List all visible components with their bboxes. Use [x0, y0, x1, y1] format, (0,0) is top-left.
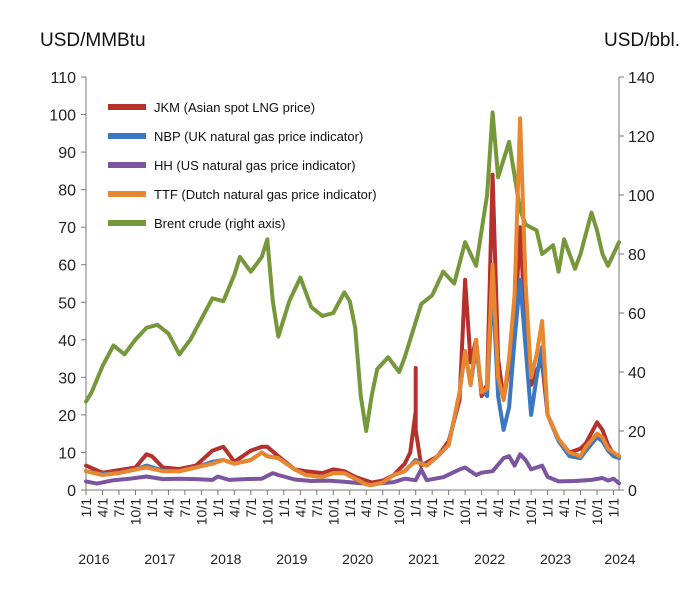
right-axis-unit-label: USD/bbl.	[603, 30, 680, 51]
right-tick-label: 60	[628, 306, 646, 323]
x-tick-label: 1/1	[276, 498, 292, 518]
x-tick-label: 1/1	[540, 498, 556, 518]
x-tick-label: 4/1	[556, 498, 572, 518]
chart-legend: JKM (Asian spot LNG price) NBP (UK natura…	[108, 100, 377, 231]
year-label: 2020	[342, 551, 373, 567]
x-tick-label: 10/1	[193, 498, 209, 525]
x-tick-label: 10/1	[391, 498, 407, 525]
year-label: 2019	[276, 551, 307, 567]
right-tick-label: 0	[628, 483, 637, 500]
legend-label: JKM (Asian spot LNG price)	[154, 100, 315, 115]
x-tick-label: 4/1	[490, 498, 506, 518]
left-axis-unit-label: USD/MMBtu	[40, 30, 146, 51]
year-label: 2024	[604, 551, 635, 567]
left-tick-label: 60	[58, 258, 76, 275]
chart-series	[84, 110, 621, 488]
right-tick-label: 20	[628, 424, 646, 441]
x-tick-label: 4/1	[94, 498, 110, 518]
x-tick-label: 4/1	[160, 498, 176, 518]
x-tick-label: 1/1	[210, 498, 226, 518]
left-tick-label: 90	[58, 145, 76, 162]
series-line-2	[84, 452, 621, 486]
x-tick-label: 10/1	[589, 498, 605, 525]
x-tick-label: 10/1	[127, 498, 143, 525]
chart-axes: 0 10 20 30 40 50 60 70 80 90 100 110 0 20 40 60 80 100 120…	[49, 70, 655, 567]
x-tick-label: 1/1	[474, 498, 490, 518]
year-label: 2018	[210, 551, 241, 567]
x-tick-label: 10/1	[325, 498, 341, 525]
x-tick-label: 7/1	[309, 498, 325, 518]
legend-label: TTF (Dutch natural gas price indicator)	[154, 187, 377, 202]
series-line-3	[84, 116, 621, 488]
x-tick-label: 4/1	[226, 498, 242, 518]
x-tick-label: 7/1	[177, 498, 193, 518]
left-tick-label: 0	[67, 483, 76, 500]
right-tick-label: 120	[628, 129, 655, 146]
left-tick-label: 100	[49, 108, 76, 125]
legend-label: NBP (UK natural gas price indicator)	[154, 129, 363, 144]
right-tick-label: 40	[628, 365, 646, 382]
left-tick-label: 50	[58, 295, 76, 312]
legend-label: HH (US natural gas price indicator)	[154, 158, 356, 173]
x-tick-label: 7/1	[507, 498, 523, 518]
x-tick-label: 7/1	[441, 498, 457, 518]
x-tick-label: 4/1	[424, 498, 440, 518]
x-tick-label: 1/1	[144, 498, 160, 518]
left-tick-label: 30	[58, 370, 76, 387]
x-tick-label: 10/1	[259, 498, 275, 525]
year-label: 2022	[474, 551, 505, 567]
series-line-4	[84, 110, 621, 433]
x-tick-label: 4/1	[358, 498, 374, 518]
x-tick-label: 7/1	[375, 498, 391, 518]
left-tick-label: 80	[58, 183, 76, 200]
left-tick-label: 110	[50, 70, 76, 87]
year-label: 2017	[144, 551, 175, 567]
right-tick-label: 100	[628, 188, 655, 205]
x-tick-label: 10/1	[457, 498, 473, 525]
left-tick-label: 20	[58, 408, 76, 425]
x-tick-label: 1/1	[342, 498, 358, 518]
x-tick-label: 10/1	[523, 498, 539, 525]
x-tick-label: 1/1	[606, 498, 622, 518]
x-tick-label: 7/1	[573, 498, 589, 518]
x-tick-label: 4/1	[292, 498, 308, 518]
x-tick-label: 7/1	[243, 498, 259, 518]
x-tick-label: 1/1	[408, 498, 424, 518]
year-label: 2016	[78, 551, 109, 567]
right-tick-label: 80	[628, 247, 646, 264]
year-label: 2023	[540, 551, 571, 567]
right-tick-label: 140	[628, 70, 655, 87]
left-tick-label: 10	[58, 445, 76, 462]
left-tick-label: 40	[58, 333, 76, 350]
x-tick-label: 1/1	[78, 498, 94, 518]
left-tick-label: 70	[58, 220, 76, 237]
x-tick-label: 7/1	[111, 498, 127, 518]
year-label: 2021	[408, 551, 439, 567]
legend-label: Brent crude (right axis)	[154, 216, 286, 231]
